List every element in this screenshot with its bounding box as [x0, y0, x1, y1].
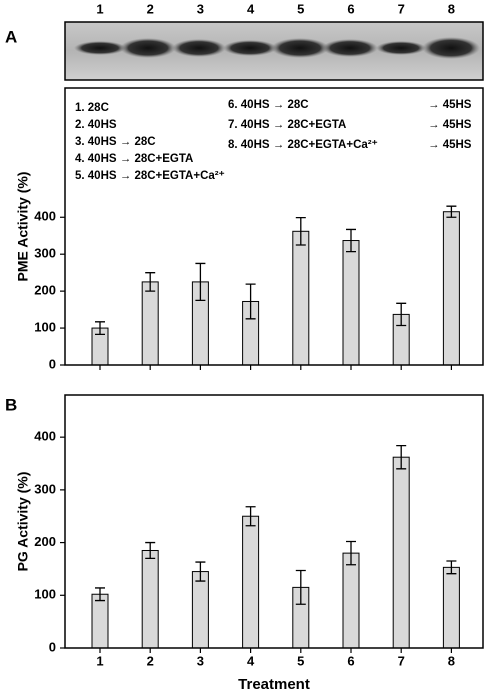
lane-label: 7 — [398, 1, 405, 16]
x-tick-label: 7 — [398, 653, 405, 668]
error-bar — [446, 560, 457, 575]
error-bar — [95, 587, 105, 602]
error-bar — [346, 540, 356, 566]
y-tick-label: 200 — [34, 534, 56, 549]
plot-frame — [64, 87, 484, 366]
lane-label: 1 — [96, 1, 103, 16]
y-tick-label: 300 — [34, 481, 56, 496]
error-bar — [396, 444, 407, 470]
error-bar — [396, 302, 407, 327]
plot-frame — [64, 394, 484, 649]
bar — [342, 552, 360, 649]
legend-text: 6. 40HS → 28C — [228, 99, 309, 111]
y-tick-label: 0 — [49, 356, 56, 371]
legend-text: → 45HS — [428, 119, 472, 131]
error-bar — [295, 569, 306, 605]
x-tick-label: 3 — [197, 653, 204, 668]
legend-text: 8. 40HS → 28C+EGTA+Ca²⁺ — [228, 139, 378, 151]
legend-text: → 45HS — [428, 99, 472, 111]
lane-label: 5 — [297, 1, 304, 16]
bar — [292, 230, 310, 366]
x-tick-label: 6 — [347, 653, 354, 668]
lane-label: 8 — [448, 1, 455, 16]
bar — [141, 549, 159, 649]
error-bar — [245, 506, 256, 527]
lane-label: 2 — [147, 1, 154, 16]
y-tick-label: 300 — [34, 246, 56, 261]
bar — [91, 593, 109, 649]
legend-text: 3. 40HS → 28C — [75, 136, 156, 148]
error-bar — [95, 321, 105, 335]
bar — [342, 240, 360, 366]
x-tick-label: 4 — [247, 653, 255, 668]
x-tick-label: 5 — [297, 653, 304, 668]
y-tick-label: 400 — [34, 209, 56, 224]
legend-text: → 45HS — [428, 139, 472, 151]
bar — [191, 571, 209, 649]
y-tick-label: 100 — [34, 587, 56, 602]
bar — [442, 211, 460, 366]
lane-label: 3 — [197, 1, 204, 16]
legend-text: 4. 40HS → 28C+EGTA — [75, 153, 193, 165]
error-bar — [346, 228, 356, 253]
x-axis-label: Treatment — [238, 676, 310, 693]
y-axis-label: PME Activity (%) — [15, 172, 31, 282]
error-bar — [145, 541, 156, 560]
lane-label: 4 — [247, 1, 255, 16]
lane-label: 6 — [347, 1, 354, 16]
y-tick-label: 200 — [34, 283, 56, 298]
bar — [442, 566, 460, 649]
bar — [242, 515, 260, 649]
y-tick-label: 400 — [34, 429, 56, 444]
legend-text: 2. 40HS — [75, 119, 117, 131]
bar — [392, 456, 410, 649]
panel-label: A — [5, 27, 17, 46]
error-bar — [245, 283, 256, 320]
bar — [141, 281, 159, 366]
gel-image — [64, 21, 484, 81]
y-tick-label: 100 — [34, 320, 56, 335]
panel-label: B — [5, 395, 17, 414]
error-bar — [195, 262, 206, 302]
legend-text: 7. 40HS → 28C+EGTA — [228, 119, 346, 131]
legend-text: 1. 28C — [75, 102, 109, 114]
x-tick-label: 2 — [147, 653, 154, 668]
x-tick-label: 8 — [448, 653, 455, 668]
x-tick-label: 1 — [96, 653, 103, 668]
y-axis-label: PG Activity (%) — [15, 472, 31, 572]
legend-text: 5. 40HS → 28C+EGTA+Ca²⁺ — [75, 170, 225, 182]
y-tick-label: 0 — [49, 639, 56, 654]
error-bar — [145, 272, 156, 292]
error-bar — [295, 216, 306, 246]
error-bar — [446, 205, 457, 218]
error-bar — [195, 561, 206, 582]
